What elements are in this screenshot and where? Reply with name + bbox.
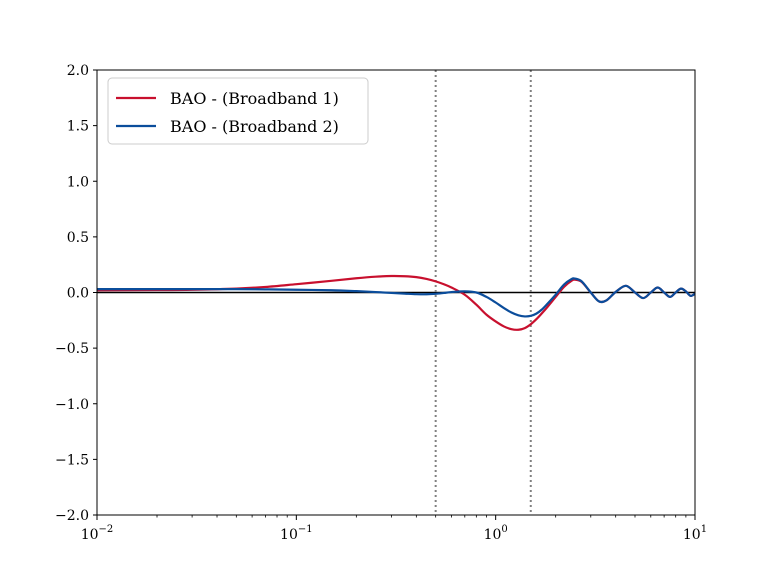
y-tick-label: −0.5 — [55, 341, 89, 357]
plot-area — [96, 70, 696, 515]
x-tick-label: 101 — [683, 524, 707, 543]
y-axis: 2.0 1.5 1.0 0.5 0.0 −0.5 −1.0 −1.5 −2.0 — [55, 63, 97, 524]
legend-label-broadband-1: BAO - (Broadband 1) — [170, 89, 339, 108]
y-tick-label: −1.5 — [55, 452, 89, 468]
series-line-broadband-2 — [97, 277, 696, 318]
y-tick-label: −1.0 — [55, 397, 89, 413]
y-tick-label: 1.0 — [67, 174, 89, 190]
x-tick-label: 100 — [484, 524, 508, 543]
x-tick-label: 10−2 — [81, 524, 114, 543]
series-layer — [96, 274, 696, 331]
y-tick-label: 1.5 — [67, 119, 89, 135]
y-tick-label: −2.0 — [55, 508, 89, 524]
x-axis: 10−2 10−1 100 101 — [81, 515, 707, 543]
legend-label-broadband-2: BAO - (Broadband 2) — [170, 117, 339, 136]
legend-box — [107, 77, 369, 145]
y-tick-label: 0.0 — [67, 286, 89, 302]
y-tick-label: 2.0 — [67, 63, 89, 79]
x-tick-label: 10−1 — [280, 524, 313, 543]
legend: BAO - (Broadband 1) BAO - (Broadband 2) — [107, 77, 369, 145]
y-tick-label: 0.5 — [67, 230, 89, 246]
